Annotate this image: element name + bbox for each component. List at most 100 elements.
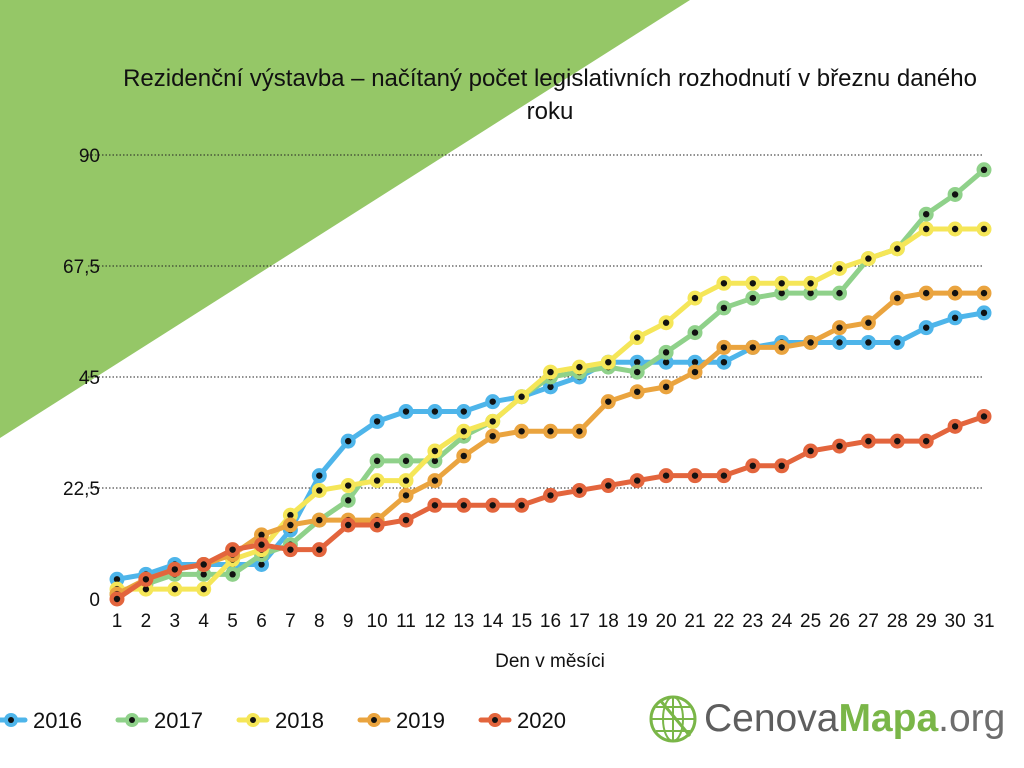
data-point-dot <box>865 339 872 346</box>
x-tick-label: 24 <box>771 611 793 632</box>
data-point-dot <box>489 418 496 425</box>
data-point-dot <box>431 457 439 465</box>
data-point-dot <box>258 541 265 548</box>
data-point-dot <box>662 349 670 356</box>
x-tick-label: 27 <box>858 611 879 632</box>
data-point-dot <box>489 502 496 509</box>
data-point-dot <box>836 324 843 331</box>
x-tick-label: 3 <box>170 611 181 632</box>
data-point-dot <box>287 511 294 519</box>
x-tick-label: 17 <box>569 611 590 632</box>
data-point-dot <box>662 319 670 326</box>
data-point-dot <box>518 428 525 435</box>
y-tick-label: 67,5 <box>63 257 100 278</box>
chart-title: Rezidenční výstavba – načítaný počet leg… <box>123 65 977 125</box>
data-point-dot <box>836 289 843 297</box>
data-point-dot <box>865 437 872 445</box>
x-tick-label: 19 <box>627 611 648 632</box>
x-tick-label: 18 <box>598 611 619 632</box>
data-point-dot <box>229 546 236 553</box>
data-point-dot <box>402 492 410 499</box>
data-point-dot <box>807 289 814 297</box>
data-point-dot <box>345 497 352 504</box>
data-point-dot <box>778 462 785 469</box>
data-point-dot <box>316 516 323 524</box>
legend-item-2018: 2018 <box>236 708 324 733</box>
data-point-dot <box>634 477 641 484</box>
data-point-dot <box>951 289 959 297</box>
data-point-dot <box>113 576 121 583</box>
data-point-dot <box>171 585 178 593</box>
data-point-dot <box>980 289 988 297</box>
data-point-dot <box>865 319 872 326</box>
legend-item-2017: 2017 <box>115 708 203 733</box>
data-point-dot <box>923 289 930 297</box>
data-point-dot <box>951 314 959 321</box>
data-point-dot <box>200 585 207 593</box>
x-tick-label: 28 <box>887 611 908 632</box>
data-point-dot <box>142 585 150 593</box>
cenovamapa-logo: CenovaMapa.org <box>646 688 1016 752</box>
x-tick-label: 1 <box>112 611 123 632</box>
series-2020 <box>109 408 992 607</box>
data-point-dot <box>691 472 699 479</box>
x-tick-label: 6 <box>256 611 267 632</box>
data-point-dot <box>576 428 583 435</box>
x-tick-label: 16 <box>540 611 561 632</box>
x-tick-label: 5 <box>227 611 238 632</box>
x-tick-label: 21 <box>684 611 705 632</box>
data-point-dot <box>894 245 901 252</box>
data-point-dot <box>373 418 381 425</box>
data-point-dot <box>113 595 121 603</box>
data-point-dot <box>402 457 410 465</box>
data-point-dot <box>980 225 988 233</box>
legend-item-2020: 2020 <box>478 708 566 733</box>
data-point-dot <box>662 383 670 391</box>
x-axis-label: Den v měsíci <box>495 651 605 672</box>
data-point-dot <box>460 408 467 415</box>
logo-wordmark: CenovaMapa.org <box>704 697 1005 741</box>
x-tick-label: 9 <box>343 611 354 632</box>
legend-label: 2016 <box>33 708 82 733</box>
data-point-dot <box>836 442 843 450</box>
x-tick-label: 30 <box>945 611 966 632</box>
data-point-dot <box>373 477 381 484</box>
data-point-dot <box>171 566 178 573</box>
legend-label: 2019 <box>396 708 445 733</box>
data-point-dot <box>373 521 381 529</box>
data-point-dot <box>980 413 988 420</box>
data-point-dot <box>576 487 583 494</box>
legend-marker-dot <box>250 717 256 723</box>
data-point-dot <box>749 462 756 469</box>
data-point-dot <box>229 571 236 578</box>
data-point-dot <box>518 502 525 509</box>
x-tick-label: 29 <box>916 611 937 632</box>
x-tick-label: 12 <box>424 611 445 632</box>
data-point-dot <box>258 531 265 539</box>
legend-label: 2018 <box>275 708 324 733</box>
data-point-dot <box>287 546 294 553</box>
series-line <box>114 226 987 592</box>
legend-marker-dot <box>129 717 135 723</box>
data-point-dot <box>720 472 728 479</box>
data-point-dot <box>807 339 814 346</box>
y-tick-label: 45 <box>79 368 100 389</box>
data-point-dot <box>547 383 554 391</box>
data-point-dot <box>287 521 294 529</box>
data-point-dot <box>605 398 612 405</box>
data-point-dot <box>749 344 756 351</box>
legend: 2016 2017 2018 2019 2020 <box>0 708 566 733</box>
data-point-dot <box>489 398 496 405</box>
x-tick-label: 13 <box>453 611 474 632</box>
data-point-dot <box>807 280 814 287</box>
data-point-dot <box>836 265 843 272</box>
data-point-dot <box>373 457 381 465</box>
data-point-dot <box>605 359 612 366</box>
series-2016 <box>109 305 992 587</box>
data-point-dot <box>200 561 207 568</box>
x-tick-label: 15 <box>511 611 532 632</box>
data-point-dot <box>720 344 728 351</box>
data-point-dot <box>662 472 670 479</box>
data-point-dot <box>778 344 785 351</box>
